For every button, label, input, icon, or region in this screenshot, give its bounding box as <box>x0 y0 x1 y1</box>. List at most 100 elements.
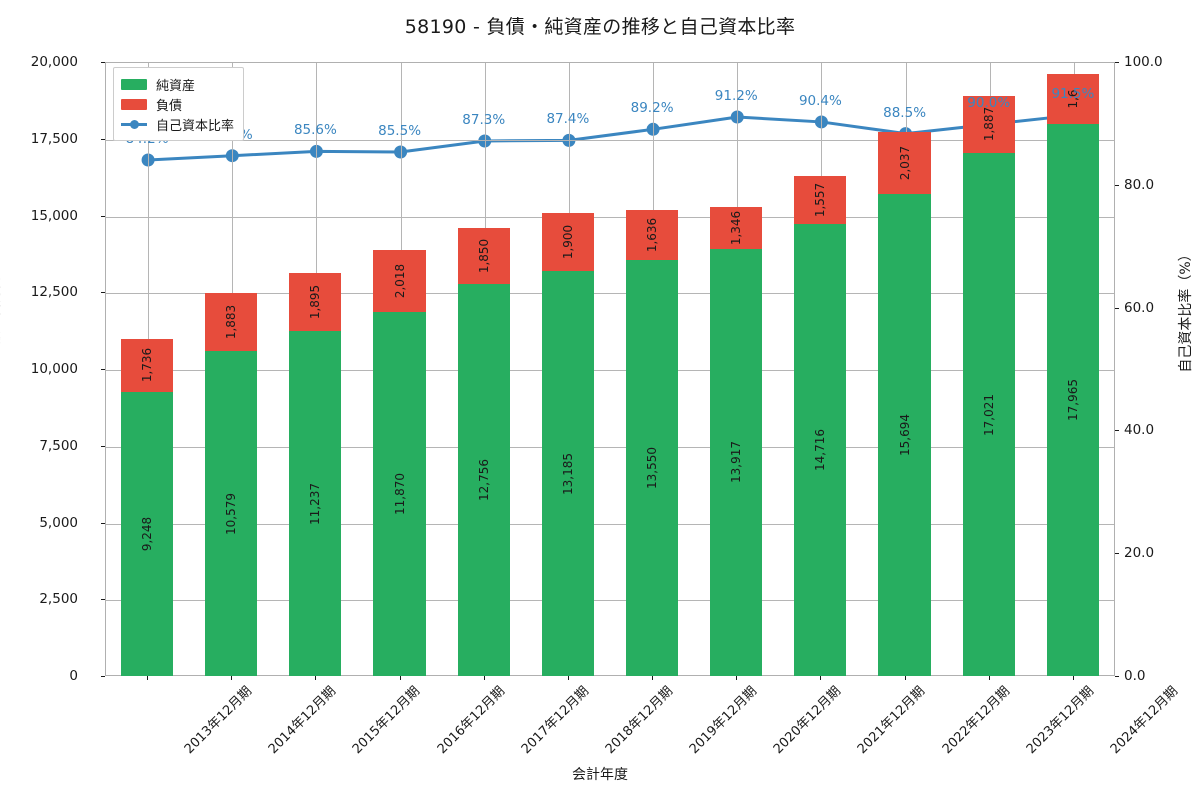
bar-value-label: 13,917 <box>729 441 744 484</box>
x-tick-mark <box>988 676 990 680</box>
x-tick-mark <box>483 676 485 680</box>
y-tick-label-primary: 15,000 <box>30 207 78 224</box>
x-tick-label: 2024年12月期 <box>1107 683 1181 758</box>
bar-value-label: 1,736 <box>140 348 155 383</box>
bar-liabilities[interactable]: 1,736 <box>120 338 174 393</box>
y-tick-label-primary: 20,000 <box>30 54 78 70</box>
ratio-value-label: 91.5% <box>1051 86 1095 103</box>
bar-liabilities[interactable]: 2,018 <box>373 249 426 312</box>
gridline-horizontal <box>106 370 1114 371</box>
ratio-value-label: 87.4% <box>546 111 590 128</box>
bar-net-assets[interactable]: 13,917 <box>710 248 763 676</box>
bar-value-label: 17,021 <box>981 393 996 436</box>
legend-line-icon <box>121 119 147 130</box>
bar-net-assets[interactable]: 14,716 <box>794 224 847 676</box>
x-tick-label: 2018年12月期 <box>602 683 676 758</box>
bar-liabilities[interactable]: 1,883 <box>205 293 258 352</box>
y-tick-mark-secondary <box>1115 676 1119 677</box>
gridline-horizontal <box>106 600 1114 602</box>
y-tick-mark-primary <box>101 676 105 677</box>
y-tick-label-primary: 7,500 <box>39 437 78 454</box>
legend-item[interactable]: 自己資本比率 <box>121 114 234 134</box>
x-tick-label: 2016年12月期 <box>434 683 508 758</box>
x-tick-label: 2019年12月期 <box>686 683 761 758</box>
bar-net-assets[interactable]: 12,756 <box>457 284 510 676</box>
bar-value-label: 1,346 <box>729 210 744 246</box>
x-tick-mark <box>904 676 906 680</box>
bar-liabilities[interactable]: 1,346 <box>710 207 763 249</box>
bar-liabilities[interactable]: 1,636 <box>625 209 679 260</box>
bar-value-label: 1,887 <box>981 107 996 142</box>
y-tick-mark-primary <box>101 62 105 63</box>
y-tick-label-secondary: 20.0 <box>1124 545 1155 562</box>
legend-label: 負債 <box>156 98 183 114</box>
bar-value-label: 1,850 <box>476 238 491 274</box>
x-tick-mark <box>736 676 738 680</box>
bar-net-assets[interactable]: 13,550 <box>625 260 679 676</box>
x-tick-label: 2022年12月期 <box>939 683 1013 758</box>
bar-net-assets[interactable]: 17,021 <box>962 153 1015 676</box>
bar-net-assets[interactable]: 15,694 <box>878 194 931 676</box>
x-tick-mark <box>147 676 149 680</box>
y-tick-mark-primary <box>101 445 105 447</box>
y-tick-mark-primary <box>101 292 105 294</box>
y-tick-mark-primary <box>101 599 105 601</box>
bar-value-label: 17,965 <box>1065 379 1080 422</box>
x-tick-mark <box>567 676 569 680</box>
bar-net-assets[interactable]: 13,185 <box>541 271 594 676</box>
ratio-value-label: 91.2% <box>714 88 758 105</box>
ratio-value-label: 85.6% <box>293 122 337 139</box>
y-tick-label-secondary: 60.0 <box>1124 299 1155 316</box>
legend-marker-dot <box>130 119 139 129</box>
x-tick-label: 2015年12月期 <box>350 683 424 758</box>
y-tick-label-secondary: 100.0 <box>1124 54 1163 70</box>
page-title: 58190 - 負債・純資産の推移と自己資本比率 <box>404 16 796 38</box>
y-tick-label-secondary: 40.0 <box>1124 422 1155 439</box>
y-tick-mark-primary <box>101 522 105 524</box>
x-tick-mark <box>652 676 654 680</box>
bar-net-assets[interactable]: 10,579 <box>205 351 258 676</box>
bar-value-label: 15,694 <box>897 414 912 457</box>
bar-net-assets[interactable]: 9,248 <box>120 392 174 676</box>
bar-liabilities[interactable]: 1,557 <box>794 176 847 225</box>
y-tick-label-primary: 5,000 <box>39 514 78 531</box>
bar-value-label: 9,248 <box>140 516 155 552</box>
y-tick-mark-secondary <box>1115 430 1119 432</box>
bar-value-label: 1,557 <box>813 183 828 218</box>
x-tick-label: 2013年12月期 <box>181 683 256 758</box>
bar-liabilities[interactable]: 1,895 <box>289 272 342 332</box>
bar-value-label: 2,018 <box>392 263 407 298</box>
x-tick-label: 2021年12月期 <box>855 683 929 758</box>
legend-item[interactable]: 純資産 <box>121 74 234 94</box>
y-tick-mark-secondary <box>1115 62 1119 63</box>
bar-liabilities[interactable]: 1,850 <box>457 227 510 285</box>
x-tick-label: 2023年12月期 <box>1023 683 1097 758</box>
bar-value-label: 12,756 <box>476 459 491 502</box>
bar-value-label: 13,550 <box>645 446 660 489</box>
bar-net-assets[interactable]: 11,870 <box>373 311 426 676</box>
bar-liabilities[interactable]: 1,887 <box>962 95 1015 154</box>
gridline-horizontal <box>106 139 1114 141</box>
y-tick-mark-secondary <box>1115 553 1119 555</box>
bar-value-label: 2,037 <box>897 145 912 181</box>
x-tick-label: 2020年12月期 <box>771 683 845 758</box>
x-tick-mark <box>1072 676 1074 680</box>
y-tick-mark-secondary <box>1115 184 1119 186</box>
bar-value-label: 1,900 <box>560 224 575 260</box>
legend-item[interactable]: 負債 <box>121 94 234 114</box>
ratio-value-label: 85.5% <box>378 123 422 140</box>
y-tick-label-secondary: 0.0 <box>1124 668 1146 684</box>
ratio-value-label: 88.5% <box>883 104 927 121</box>
y-tick-label-primary: 17,500 <box>30 130 78 147</box>
x-tick-mark <box>399 676 401 680</box>
bar-value-label: 10,579 <box>224 492 239 535</box>
bar-liabilities[interactable]: 1,6 <box>1046 73 1099 125</box>
bar-net-assets[interactable]: 11,237 <box>289 331 342 676</box>
bar-liabilities[interactable]: 1,900 <box>541 212 594 272</box>
bar-value-label: 14,716 <box>813 429 828 472</box>
gridline-horizontal <box>106 216 1114 218</box>
bar-liabilities[interactable]: 2,037 <box>878 131 931 195</box>
bar-net-assets[interactable]: 17,965 <box>1046 124 1099 676</box>
legend-label: 自己資本比率 <box>156 118 235 134</box>
